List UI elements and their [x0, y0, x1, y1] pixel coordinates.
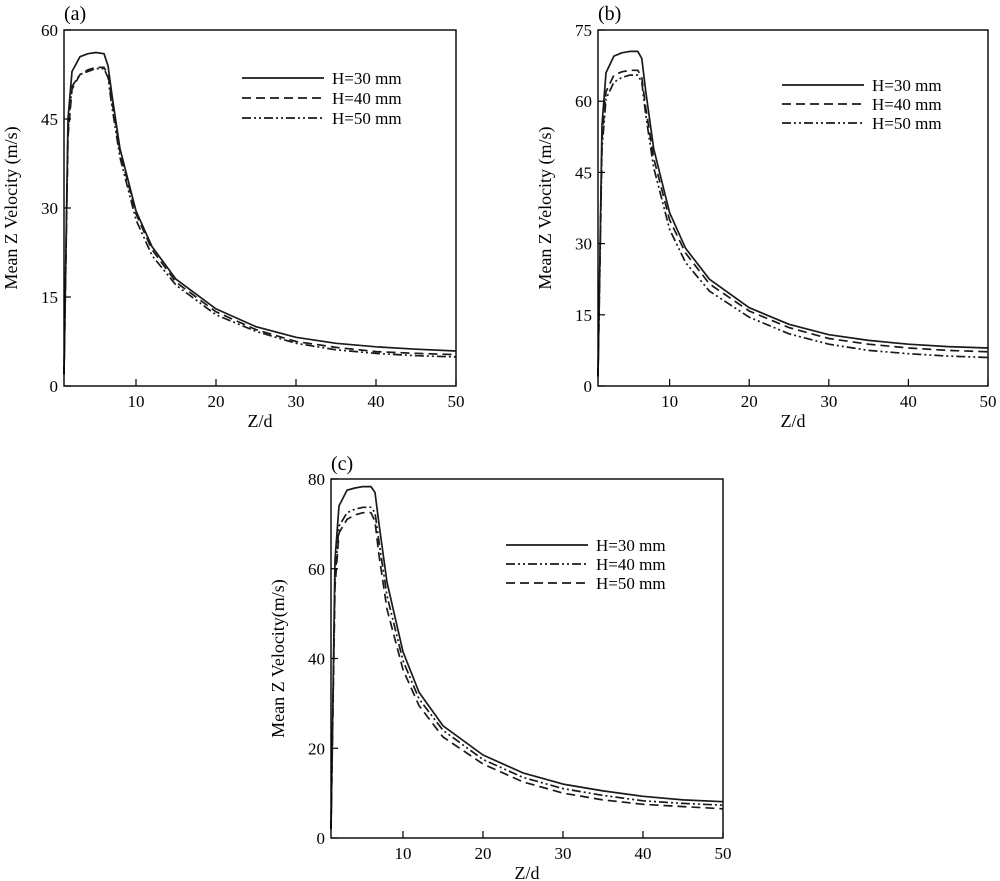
x-tick-label: 10 — [128, 392, 145, 411]
y-tick-label: 0 — [50, 377, 59, 396]
x-tick-label: 40 — [368, 392, 385, 411]
y-tick-label: 80 — [308, 470, 325, 489]
legend-entry: H=50 mm — [872, 114, 942, 133]
series-line-2 — [63, 67, 457, 375]
x-tick-label: 10 — [395, 844, 412, 863]
x-tick-label: 30 — [288, 392, 305, 411]
legend-entry: H=40 mm — [332, 89, 402, 108]
series-line-1 — [597, 69, 989, 377]
legend-entry: H=30 mm — [596, 536, 666, 555]
series-line-1 — [330, 506, 724, 830]
legend-entry: H=50 mm — [332, 109, 402, 128]
y-tick-label: 0 — [584, 377, 593, 396]
y-tick-label: 30 — [41, 199, 58, 218]
x-tick-label: 10 — [661, 392, 678, 411]
y-axis-label: Mean Z Velocity (m/s) — [1, 126, 22, 289]
panel-label: (b) — [598, 3, 621, 25]
x-tick-label: 20 — [475, 844, 492, 863]
legend-entry: H=30 mm — [332, 69, 402, 88]
y-axis-label: Mean Z Velocity (m/s) — [535, 126, 556, 289]
plot-frame — [330, 478, 724, 839]
x-axis-label: Z/d — [781, 411, 806, 431]
x-tick-label: 50 — [980, 392, 997, 411]
legend: H=30 mmH=40 mmH=50 mm — [506, 536, 666, 593]
x-tick-label: 20 — [208, 392, 225, 411]
x-axis-label: Z/d — [515, 863, 540, 881]
series-line-2 — [330, 511, 724, 830]
y-tick-label: 15 — [41, 288, 58, 307]
legend-entry: H=50 mm — [596, 574, 666, 593]
y-axis-label: Mean Z Velocity(m/s) — [268, 579, 289, 738]
x-tick-label: 40 — [635, 844, 652, 863]
series-line-0 — [330, 485, 724, 830]
chart-panel-2: (c) 10 20 30 40 50 0 20 40 60 80 Z/d Mean Z Velocity… — [268, 453, 732, 881]
legend: H=30 mmH=40 mmH=50 mm — [242, 69, 402, 128]
y-tick-label: 15 — [575, 306, 592, 325]
x-axis-label: Z/d — [248, 411, 273, 431]
chart-panel-0: (a) 10 20 30 40 50 0 15 30 45 60 Z/d Mean Z Velocity… — [1, 3, 465, 431]
legend: H=30 mmH=40 mmH=50 mm — [782, 76, 942, 133]
panel-label: (c) — [331, 453, 353, 475]
x-tick-label: 50 — [448, 392, 465, 411]
y-tick-label: 75 — [575, 21, 592, 40]
y-tick-label: 45 — [41, 110, 58, 129]
x-tick-label: 30 — [555, 844, 572, 863]
chart-panel-1: (b) 10 20 30 40 50 0 15 30 45 60 75 Z/d Mean Z Veloci… — [535, 3, 997, 431]
y-tick-label: 60 — [575, 92, 592, 111]
x-tick-label: 30 — [820, 392, 837, 411]
legend-entry: H=40 mm — [872, 95, 942, 114]
plot-frame — [597, 29, 989, 387]
panel-label: (a) — [64, 3, 86, 25]
series-line-0 — [597, 50, 989, 377]
legend-entry: H=40 mm — [596, 555, 666, 574]
y-tick-label: 40 — [308, 650, 325, 669]
y-tick-label: 60 — [41, 21, 58, 40]
series-line-2 — [597, 74, 989, 377]
y-tick-label: 30 — [575, 235, 592, 254]
x-tick-label: 20 — [741, 392, 758, 411]
x-tick-label: 40 — [900, 392, 917, 411]
y-tick-label: 45 — [575, 163, 592, 182]
y-tick-label: 0 — [317, 829, 326, 848]
x-tick-label: 50 — [715, 844, 732, 863]
y-tick-label: 20 — [308, 739, 325, 758]
y-tick-label: 60 — [308, 560, 325, 579]
legend-entry: H=30 mm — [872, 76, 942, 95]
